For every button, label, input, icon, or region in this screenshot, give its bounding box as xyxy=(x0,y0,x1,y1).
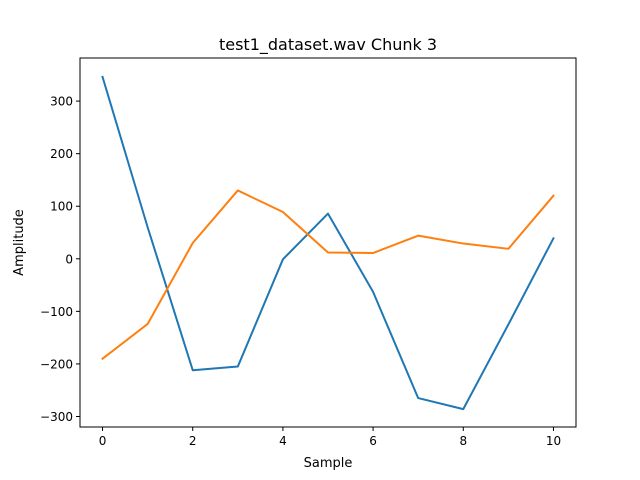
series-layer xyxy=(101,75,555,411)
plot-frame xyxy=(79,57,577,428)
chart-title: test1_dataset.wav Chunk 3 xyxy=(219,35,437,55)
x-tick-label: 0 xyxy=(99,434,107,448)
y-axis-label: Amplitude xyxy=(12,209,27,276)
y-tick-label: −200 xyxy=(40,357,73,371)
x-tick-label: 8 xyxy=(459,434,467,448)
y-tick-label: −100 xyxy=(40,305,73,319)
x-tick-label: 2 xyxy=(189,434,197,448)
series-1-line xyxy=(101,75,555,411)
y-tick-label: 100 xyxy=(50,200,73,214)
plot-area xyxy=(79,57,577,428)
x-axis-label: Sample xyxy=(304,456,353,471)
x-tick-label: 6 xyxy=(369,434,377,448)
y-tick-label: −300 xyxy=(40,410,73,424)
x-tick-label: 10 xyxy=(546,434,561,448)
x-tick-label: 4 xyxy=(279,434,287,448)
x-axis: 0 2 4 6 8 10 xyxy=(99,427,561,448)
y-tick-label: 300 xyxy=(50,95,73,109)
series-2-line xyxy=(101,189,555,361)
y-tick-label: 200 xyxy=(50,147,73,161)
y-axis: 300 200 100 0 −100 −200 −300 xyxy=(40,95,80,424)
y-tick-label: 0 xyxy=(65,252,73,266)
